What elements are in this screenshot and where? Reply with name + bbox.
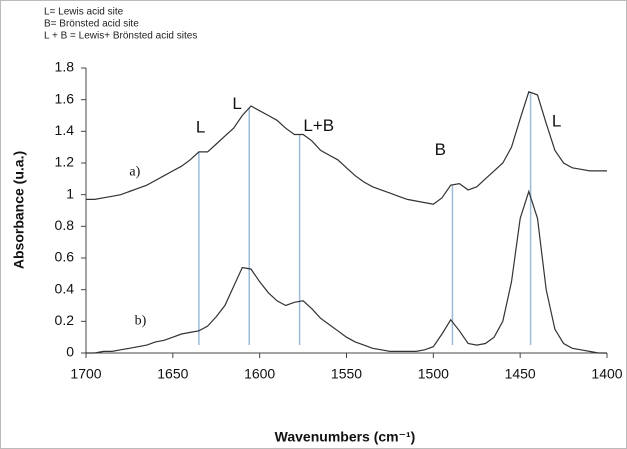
series-label: a): [129, 165, 140, 180]
note: L + B = Lewis+ Brönsted acid sites: [44, 31, 197, 42]
x-axis-title: Wavenumbers (cm⁻¹): [275, 429, 416, 445]
x-tick-label: 1500: [418, 366, 449, 382]
x-tick-label: 1600: [244, 366, 275, 382]
y-tick-label: 1.2: [55, 154, 75, 170]
x-tick-label: 1550: [331, 366, 362, 382]
x-tick-label: 1650: [157, 366, 188, 382]
y-tick-label: 0.6: [55, 249, 75, 265]
series-label: b): [135, 314, 147, 329]
y-tick-label: 0.2: [55, 312, 75, 328]
y-tick-label: 0: [66, 344, 74, 360]
x-tick-label: 1400: [591, 366, 622, 382]
peak-label: L: [552, 111, 561, 130]
y-tick-label: 1.8: [55, 59, 75, 75]
peak-label: L: [196, 118, 205, 137]
y-tick-label: 0.4: [55, 280, 75, 296]
peak-label: L: [232, 94, 241, 113]
y-tick-label: 1.4: [55, 122, 75, 138]
peak-label: L+B: [303, 116, 334, 135]
y-tick-label: 1.6: [55, 90, 75, 106]
y-axis-title: Absorbance (u.a.): [11, 151, 27, 269]
series-line: [86, 189, 607, 354]
note: L= Lewis acid site: [44, 7, 124, 18]
note: B= Brönsted acid site: [44, 19, 139, 30]
x-tick-label: 1450: [505, 366, 536, 382]
series-line: [86, 91, 607, 205]
x-tick-label: 1700: [70, 366, 101, 382]
peak-label: B: [435, 140, 446, 159]
y-tick-label: 1: [66, 185, 74, 201]
y-tick-label: 0.8: [55, 217, 75, 233]
